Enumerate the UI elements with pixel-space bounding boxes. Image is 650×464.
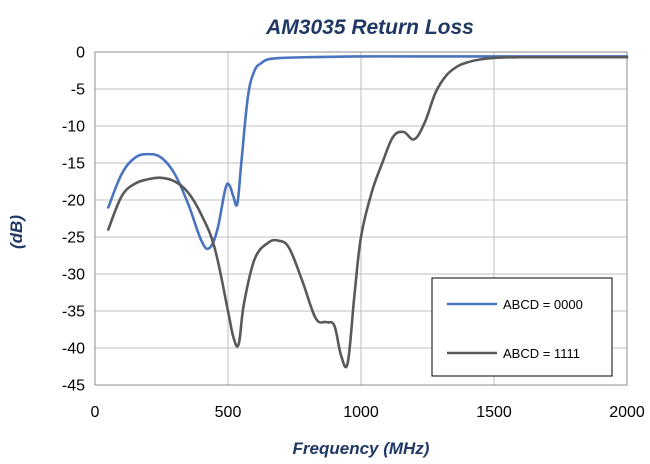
x-tick-label: 2000 <box>609 404 645 421</box>
x-axis-title: Frequency (MHz) <box>293 439 430 458</box>
legend: ABCD = 0000 ABCD = 1111 <box>431 277 613 377</box>
y-tick-label: -40 <box>62 341 85 358</box>
y-tick-label: -25 <box>62 230 85 247</box>
x-tick-label: 1500 <box>476 404 512 421</box>
plot-area <box>94 51 628 386</box>
y-tick-label: -30 <box>62 267 85 284</box>
x-tick-label: 0 <box>91 404 100 421</box>
series-line-abcd-1111 <box>107 55 629 369</box>
chart-title: AM3035 Return Loss <box>265 16 474 39</box>
series-lines <box>107 55 629 369</box>
y-tick-label: -20 <box>62 193 85 210</box>
series-line-abcd-0000 <box>107 55 629 251</box>
y-tick-label: -35 <box>62 304 85 321</box>
x-tick-label: 1000 <box>343 404 379 421</box>
y-tick-label: -45 <box>62 378 85 395</box>
y-tick-label: -15 <box>62 156 85 173</box>
y-tick-label: 0 <box>76 45 85 62</box>
y-axis-title: (dB) <box>7 215 26 249</box>
legend-label-abcd-0000: ABCD = 0000 <box>503 297 583 312</box>
axis-ticks: 0 -5 -10 -15 -20 -25 -30 -35 -40 -45 0 500 1000 1500 2… <box>62 45 645 422</box>
legend-box <box>431 277 613 377</box>
x-tick-label: 500 <box>215 404 242 421</box>
y-tick-label: -5 <box>71 82 85 99</box>
y-tick-label: -10 <box>62 119 85 136</box>
legend-label-abcd-1111: ABCD = 1111 <box>503 346 580 361</box>
